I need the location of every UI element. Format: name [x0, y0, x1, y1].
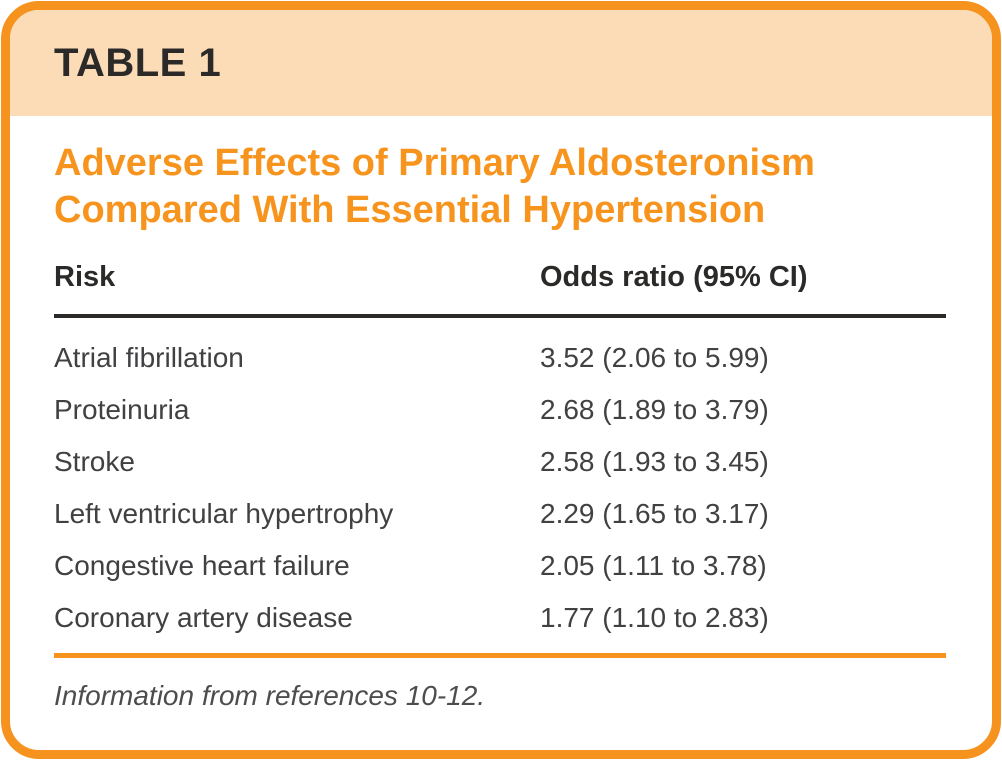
risk-cell: Stroke — [54, 446, 135, 477]
header-divider-rule — [54, 314, 946, 318]
table-number-label: TABLE 1 — [54, 40, 222, 85]
column-header-risk: Risk — [54, 261, 116, 293]
table-title: Adverse Effects of Primary Aldosteronism… — [54, 142, 815, 231]
odds-ratio-cell: 2.29 (1.65 to 3.17) — [540, 498, 769, 529]
footnote-text: Information from references 10-12. — [54, 680, 486, 711]
footnote-divider-rule — [54, 653, 946, 658]
table-row: Proteinuria 2.68 (1.89 to 3.79) — [54, 384, 946, 436]
risk-cell: Coronary artery disease — [54, 602, 353, 633]
risk-cell: Atrial fibrillation — [54, 342, 244, 373]
table-header-band: TABLE 1 — [10, 10, 992, 116]
risk-cell: Congestive heart failure — [54, 550, 350, 581]
odds-ratio-cell: 1.77 (1.10 to 2.83) — [540, 602, 769, 633]
risk-cell: Left ventricular hypertrophy — [54, 498, 394, 529]
table-row: Congestive heart failure 2.05 (1.11 to 3.… — [54, 540, 946, 592]
table-row: Atrial fibrillation 3.52 (2.06 to 5.99) — [54, 332, 946, 384]
table-row: Coronary artery disease 1.77 (1.10 to 2.8… — [54, 592, 946, 644]
column-header-row: Risk Odds ratio (95% CI) — [54, 260, 946, 294]
odds-ratio-cell: 2.05 (1.11 to 3.78) — [540, 550, 767, 581]
risk-cell: Proteinuria — [54, 394, 190, 425]
column-header-odds-ratio: Odds ratio (95% CI) — [540, 261, 808, 293]
table-body: Atrial fibrillation 3.52 (2.06 to 5.99) Pr… — [54, 332, 946, 644]
odds-ratio-cell: 2.68 (1.89 to 3.79) — [540, 394, 769, 425]
odds-ratio-cell: 2.58 (1.93 to 3.45) — [540, 446, 769, 477]
table-row: Stroke 2.58 (1.93 to 3.45) — [54, 436, 946, 488]
table-row: Left ventricular hypertrophy 2.29 (1.65 t… — [54, 488, 946, 540]
odds-ratio-cell: 3.52 (2.06 to 5.99) — [540, 342, 769, 373]
table-content: Adverse Effects of Primary Aldosteronism… — [10, 140, 992, 712]
